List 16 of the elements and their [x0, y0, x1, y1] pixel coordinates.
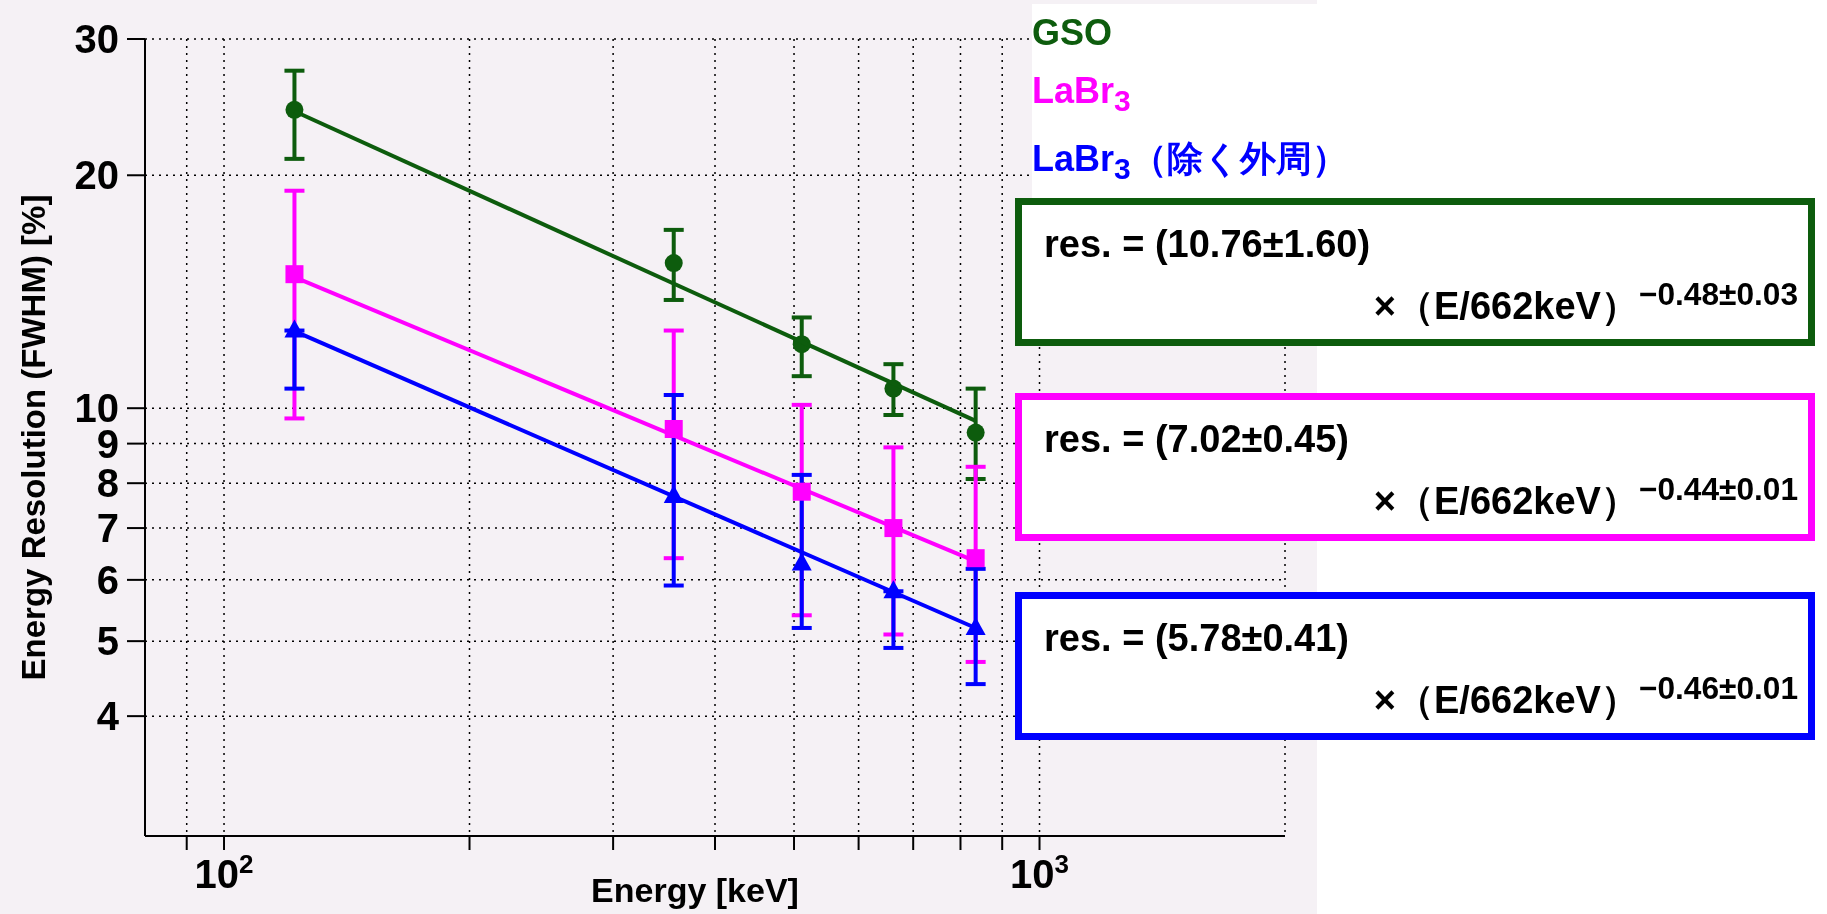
y-tick-label: 30: [74, 17, 119, 61]
y-tick-label: 7: [96, 506, 119, 551]
annotation: res. = (5.78±0.41) ×（E/662keV）$^{−0.46±0.01}$: [1044, 616, 1798, 723]
x-tick-label: 10$^{3}$: [1010, 849, 1069, 896]
y-tick-label: 6: [96, 557, 119, 602]
y-tick-label: 4: [96, 694, 120, 739]
x-tick-label: 10$^{2}$: [194, 849, 254, 896]
text: LaBr$_{3}$（除く外周）: [1032, 137, 1348, 188]
y-axis-title: Energy Resolution (FWHM) [%]: [14, 194, 52, 681]
annotation: res. = (7.02±0.45) ×（E/662keV）$^{−0.44±0.01}$: [1044, 417, 1798, 524]
text: LaBr$_{3}$: [1032, 69, 1132, 120]
y-tick-label: 20: [74, 153, 119, 198]
y-tick-label: 5: [96, 619, 119, 664]
text: GSO: [1032, 11, 1113, 55]
x-axis-title: Energy [keV]: [591, 871, 799, 909]
annotation: res. = (10.76±1.60) ×（E/662keV）$^{−0.48±0.03}$: [1044, 222, 1798, 329]
